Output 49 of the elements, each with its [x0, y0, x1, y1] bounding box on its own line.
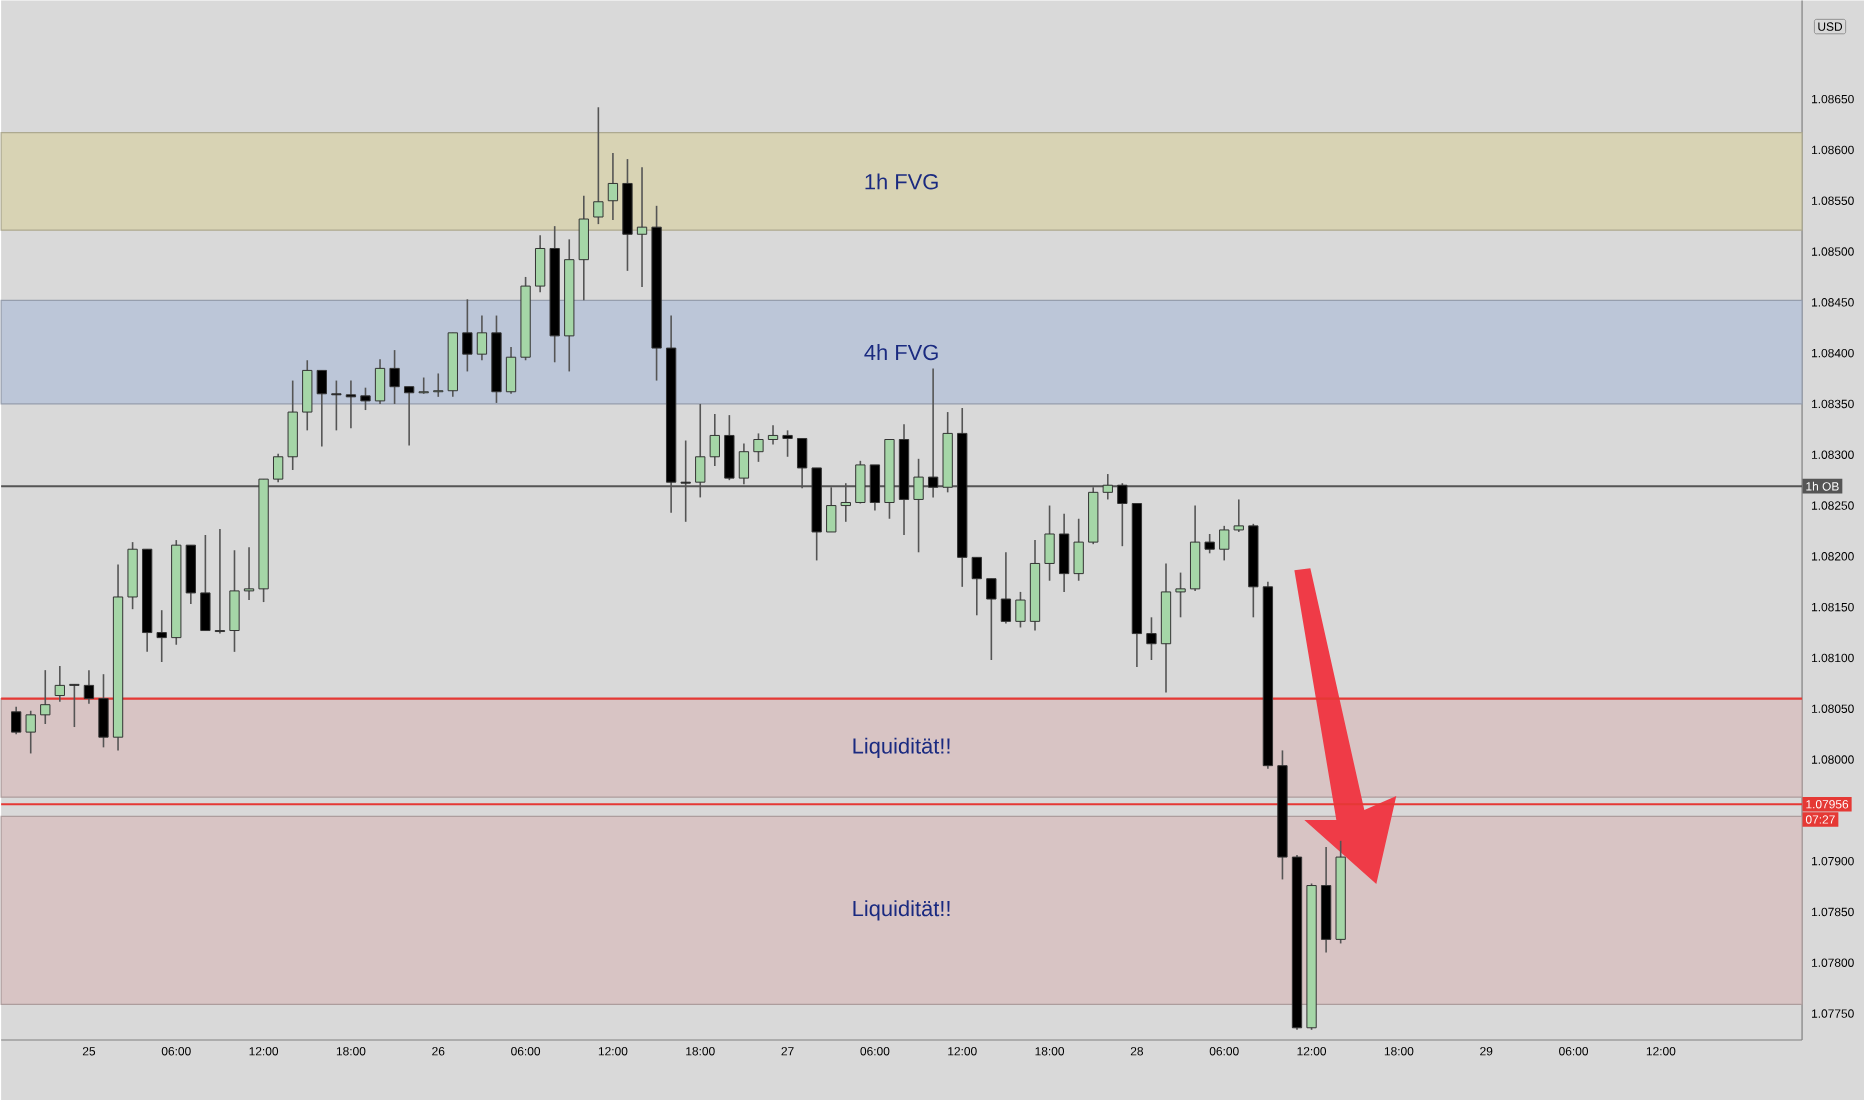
candlestick: [476, 314, 488, 362]
candlestick: [316, 369, 327, 448]
candlestick: [287, 379, 298, 471]
candlestick: [243, 546, 255, 601]
candlestick: [185, 544, 196, 605]
candlestick: [1058, 512, 1070, 593]
candlestick: [1044, 504, 1055, 582]
candlestick: [40, 669, 51, 725]
band-label: Liquidität!!: [853, 737, 950, 759]
candlestick: [302, 359, 313, 432]
candlestick: [1204, 533, 1215, 555]
candlestick: [1000, 551, 1012, 625]
candlestick: [331, 379, 342, 432]
candlestick: [1146, 616, 1157, 661]
candlestick: [505, 346, 517, 395]
candlestick: [418, 376, 429, 395]
band-label: 1h FVG: [865, 173, 938, 190]
candlestick: [214, 528, 226, 635]
candlestick: [25, 710, 36, 755]
band-label: Liquidität!!: [853, 900, 950, 921]
candlestick: [374, 358, 386, 405]
candlestick: [607, 152, 619, 221]
candlestick: [1073, 517, 1084, 582]
candlestick: [229, 549, 240, 653]
candlestick: [986, 577, 997, 661]
candlestick: [156, 609, 167, 663]
candlestick: [98, 673, 109, 749]
candlestick: [345, 379, 357, 430]
candlestick: [11, 705, 22, 735]
candlestick: [1189, 504, 1201, 592]
candlestick: [593, 106, 604, 225]
candlestick: [69, 683, 80, 728]
candlestick: [724, 414, 735, 481]
candlestick: [389, 349, 400, 405]
candlestick: [534, 234, 546, 294]
candlestick: [360, 386, 371, 411]
candlestick: [767, 424, 779, 446]
candlestick: [1015, 591, 1026, 629]
candlestick: [462, 298, 473, 373]
candlestick: [403, 385, 415, 447]
candlestick: [127, 541, 138, 611]
candlestick: [1175, 571, 1186, 619]
band-label: 4h FVG: [864, 344, 938, 361]
candlestick: [782, 429, 793, 458]
candlestick: [636, 166, 648, 288]
candlestick: [83, 669, 95, 705]
candlestick: [200, 534, 211, 632]
candlestick: [753, 432, 764, 463]
candlestick: [54, 665, 65, 703]
